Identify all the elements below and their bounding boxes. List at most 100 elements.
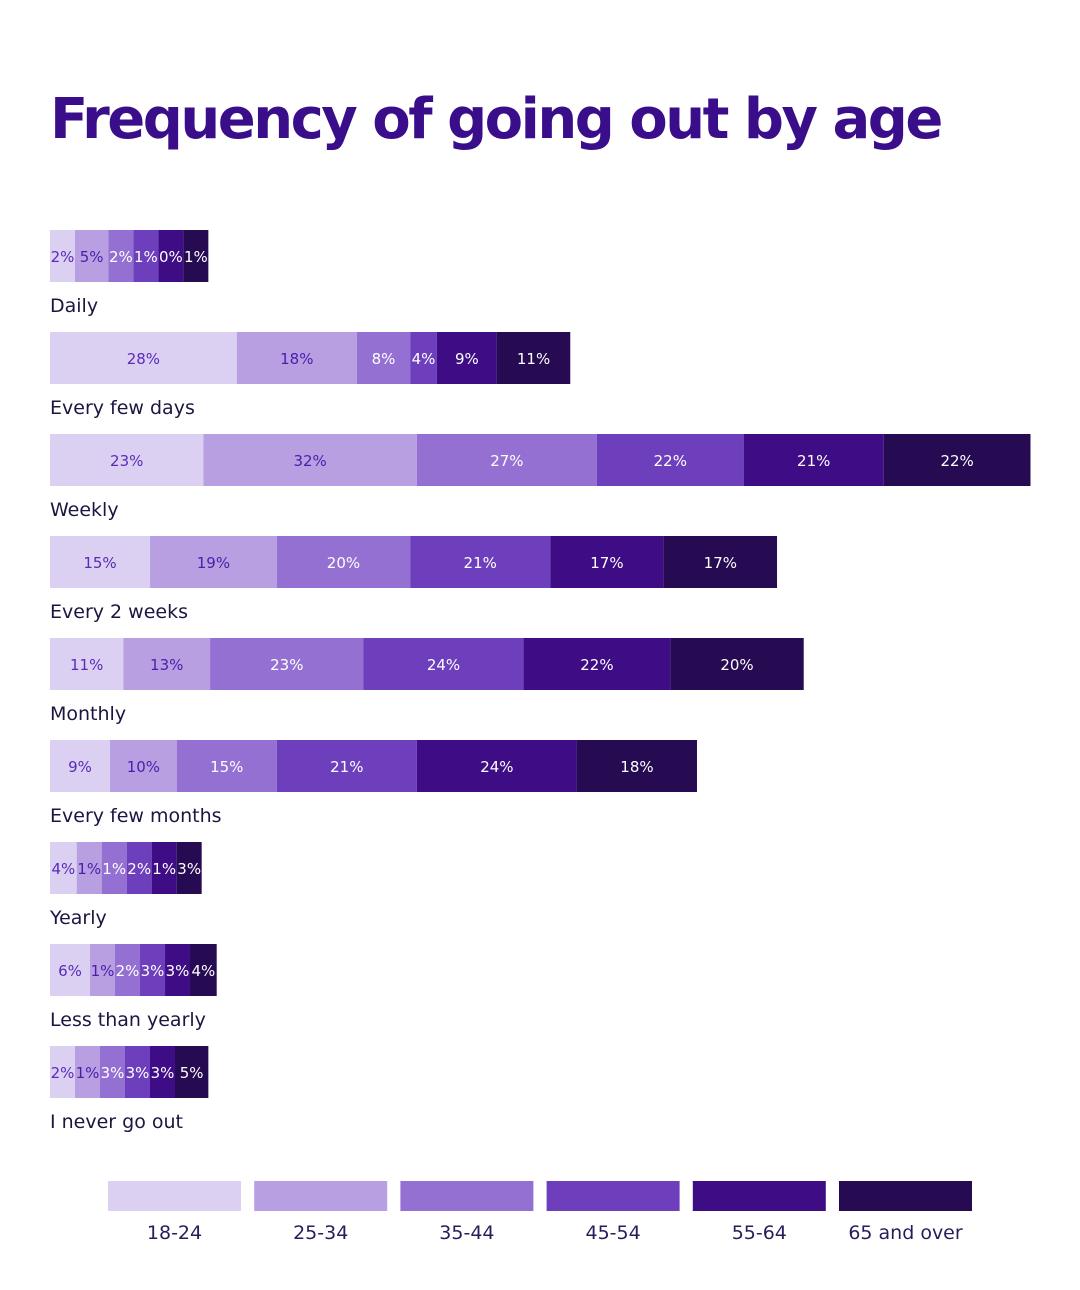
data-label: 2% bbox=[127, 860, 151, 878]
data-label: 5% bbox=[80, 248, 104, 266]
data-label: 22% bbox=[940, 452, 973, 470]
legend-swatch bbox=[108, 1181, 241, 1211]
bar-segment bbox=[236, 332, 357, 384]
bar-segment bbox=[100, 1046, 125, 1098]
data-label: 22% bbox=[580, 656, 613, 674]
bar-segment bbox=[176, 740, 277, 792]
bar-segment bbox=[50, 332, 237, 384]
data-label: 4% bbox=[191, 962, 215, 980]
bar-segment bbox=[175, 1046, 209, 1098]
data-label: 1% bbox=[102, 860, 126, 878]
data-label: 32% bbox=[293, 452, 326, 470]
legend-swatch bbox=[839, 1181, 972, 1211]
data-label: 17% bbox=[590, 554, 623, 572]
data-label: 19% bbox=[197, 554, 230, 572]
bar-segment bbox=[743, 434, 884, 486]
category-label: Every few days bbox=[50, 397, 195, 419]
category-label: Daily bbox=[50, 295, 98, 317]
bar-segment bbox=[203, 434, 417, 486]
data-label: 23% bbox=[110, 452, 143, 470]
legend-label: 25-34 bbox=[293, 1222, 348, 1244]
legend-label: 55-64 bbox=[732, 1222, 787, 1244]
bar-segment bbox=[50, 536, 151, 588]
bar-segment bbox=[550, 536, 664, 588]
bar-row: 15% 19% 20% 21% 17% 17% Every 2 weeks bbox=[50, 536, 778, 623]
category-label: Monthly bbox=[50, 703, 126, 725]
bar-segment bbox=[75, 230, 109, 282]
bar-row: 4% 1% 1% 2% 1% 3%Yearly bbox=[49, 842, 202, 929]
bar-segment bbox=[75, 1046, 100, 1098]
legend-item: 35-44 bbox=[400, 1181, 534, 1244]
legend-swatch bbox=[400, 1181, 534, 1211]
bar-row: 9% 10% 15% 21% 24% 18% Every few months bbox=[50, 740, 697, 827]
bar-segment bbox=[50, 434, 204, 486]
bar-segment bbox=[663, 536, 778, 588]
bar-segment bbox=[165, 944, 191, 996]
bar-segment bbox=[50, 638, 124, 690]
bar-segment bbox=[210, 638, 364, 690]
bar-segment bbox=[883, 434, 1031, 486]
data-label: 17% bbox=[704, 554, 737, 572]
bar-row: 28% 18% 8% 4% 9% 11% Every few days bbox=[50, 332, 571, 419]
category-label: Every few months bbox=[50, 805, 222, 827]
bar-row: 11% 13% 23% 24% 22% 20% Monthly bbox=[50, 638, 804, 725]
category-label: Weekly bbox=[50, 499, 119, 521]
bar-segment bbox=[356, 332, 411, 384]
bar-segment bbox=[436, 332, 497, 384]
bar-segment bbox=[183, 230, 209, 282]
data-label: 8% bbox=[372, 350, 396, 368]
data-label: 6% bbox=[58, 962, 82, 980]
data-label: 20% bbox=[720, 656, 753, 674]
bar-segment bbox=[363, 638, 524, 690]
data-label: 1% bbox=[91, 962, 115, 980]
data-label: 4% bbox=[412, 350, 436, 368]
data-label: 20% bbox=[327, 554, 360, 572]
bar-row: 2% 5% 2% 1% 0% 1%Daily bbox=[50, 230, 209, 317]
bar-segment bbox=[108, 230, 134, 282]
data-label: 1% bbox=[76, 1064, 100, 1082]
bar-segment bbox=[110, 740, 177, 792]
data-label: 10% bbox=[127, 758, 160, 776]
data-label: 3% bbox=[141, 962, 165, 980]
data-label: 2% bbox=[116, 962, 140, 980]
data-label: 4% bbox=[51, 860, 75, 878]
bar-segment bbox=[496, 332, 571, 384]
bar-segment bbox=[670, 638, 804, 690]
data-label: 1% bbox=[134, 248, 158, 266]
data-label: 11% bbox=[70, 656, 103, 674]
data-label: 24% bbox=[480, 758, 513, 776]
bar-segment bbox=[576, 740, 697, 792]
bar-segment bbox=[125, 1046, 150, 1098]
bar-segment bbox=[276, 740, 417, 792]
legend-label: 45-54 bbox=[585, 1222, 640, 1244]
data-label: 22% bbox=[654, 452, 687, 470]
data-label: 2% bbox=[51, 1064, 75, 1082]
data-label: 9% bbox=[455, 350, 479, 368]
bar-segment bbox=[115, 944, 141, 996]
legend-item: 25-34 bbox=[254, 1181, 388, 1244]
bar-segment bbox=[126, 842, 152, 894]
bar-segment bbox=[410, 536, 551, 588]
data-label: 2% bbox=[109, 248, 133, 266]
legend-item: 18-24 bbox=[108, 1181, 241, 1244]
data-label: 3% bbox=[177, 860, 201, 878]
bar-segment bbox=[50, 1046, 75, 1098]
data-label: 23% bbox=[270, 656, 303, 674]
bar-row: 2% 1% 3% 3% 3% 5%I never go out bbox=[50, 1046, 209, 1133]
bar-segment bbox=[151, 842, 177, 894]
data-label: 1% bbox=[77, 860, 101, 878]
data-label: 5% bbox=[180, 1064, 204, 1082]
bar-segment bbox=[50, 740, 111, 792]
bar-segment bbox=[276, 536, 411, 588]
data-label: 21% bbox=[330, 758, 363, 776]
bar-segment bbox=[416, 740, 577, 792]
data-label: 3% bbox=[166, 962, 190, 980]
data-label: 1% bbox=[184, 248, 208, 266]
category-label: Yearly bbox=[49, 907, 107, 929]
legend-swatch bbox=[692, 1181, 826, 1211]
bar-segment bbox=[150, 536, 277, 588]
bar-segment bbox=[101, 842, 127, 894]
bar-segment bbox=[523, 638, 671, 690]
